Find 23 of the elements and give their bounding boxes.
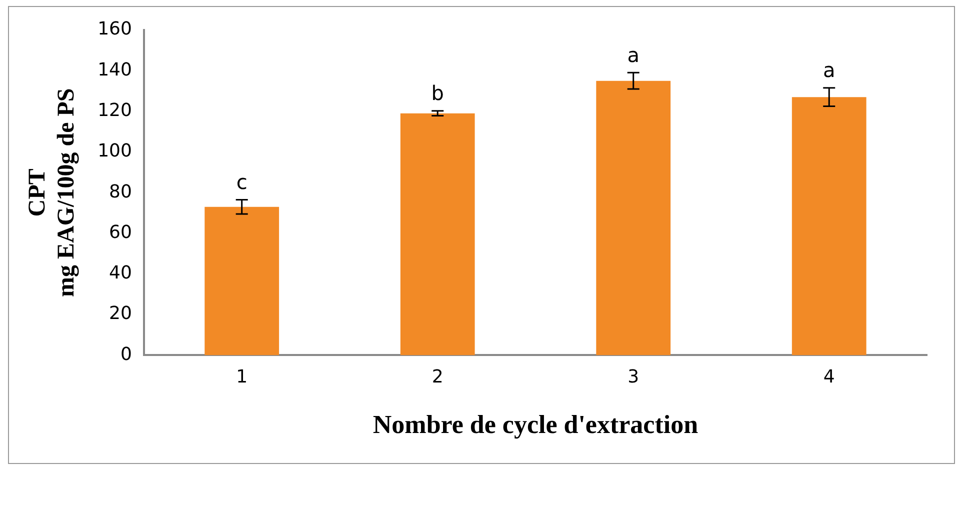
annotation: b: [431, 81, 444, 106]
bar: [792, 97, 866, 356]
y-tick-label: 20: [109, 303, 132, 324]
x-tick-label: 3: [628, 366, 640, 388]
x-tick-label: 1: [236, 366, 248, 388]
y-tick-label: 120: [98, 100, 132, 121]
y-tick-label: 160: [98, 18, 132, 40]
y-tick-label: 100: [98, 140, 132, 162]
bar: [204, 206, 280, 356]
y-tick-label: 140: [98, 59, 132, 80]
y-axis-title: CPT mg EAG/100g de PS: [24, 88, 80, 297]
annotation: c: [236, 170, 248, 194]
bar: [400, 113, 475, 356]
x-tick-label: 4: [823, 366, 835, 388]
annotation: a: [822, 58, 836, 82]
annotation: a: [627, 42, 640, 67]
x-axis-title: Nombre de cycle d'extraction: [372, 410, 699, 440]
y-tick-label: 80: [109, 181, 132, 202]
y-tick-label: 60: [109, 222, 132, 243]
x-tick-label: 2: [432, 366, 444, 388]
y-tick-label: 40: [109, 262, 132, 284]
y-tick-label: 0: [120, 344, 132, 365]
bar: [596, 80, 671, 356]
